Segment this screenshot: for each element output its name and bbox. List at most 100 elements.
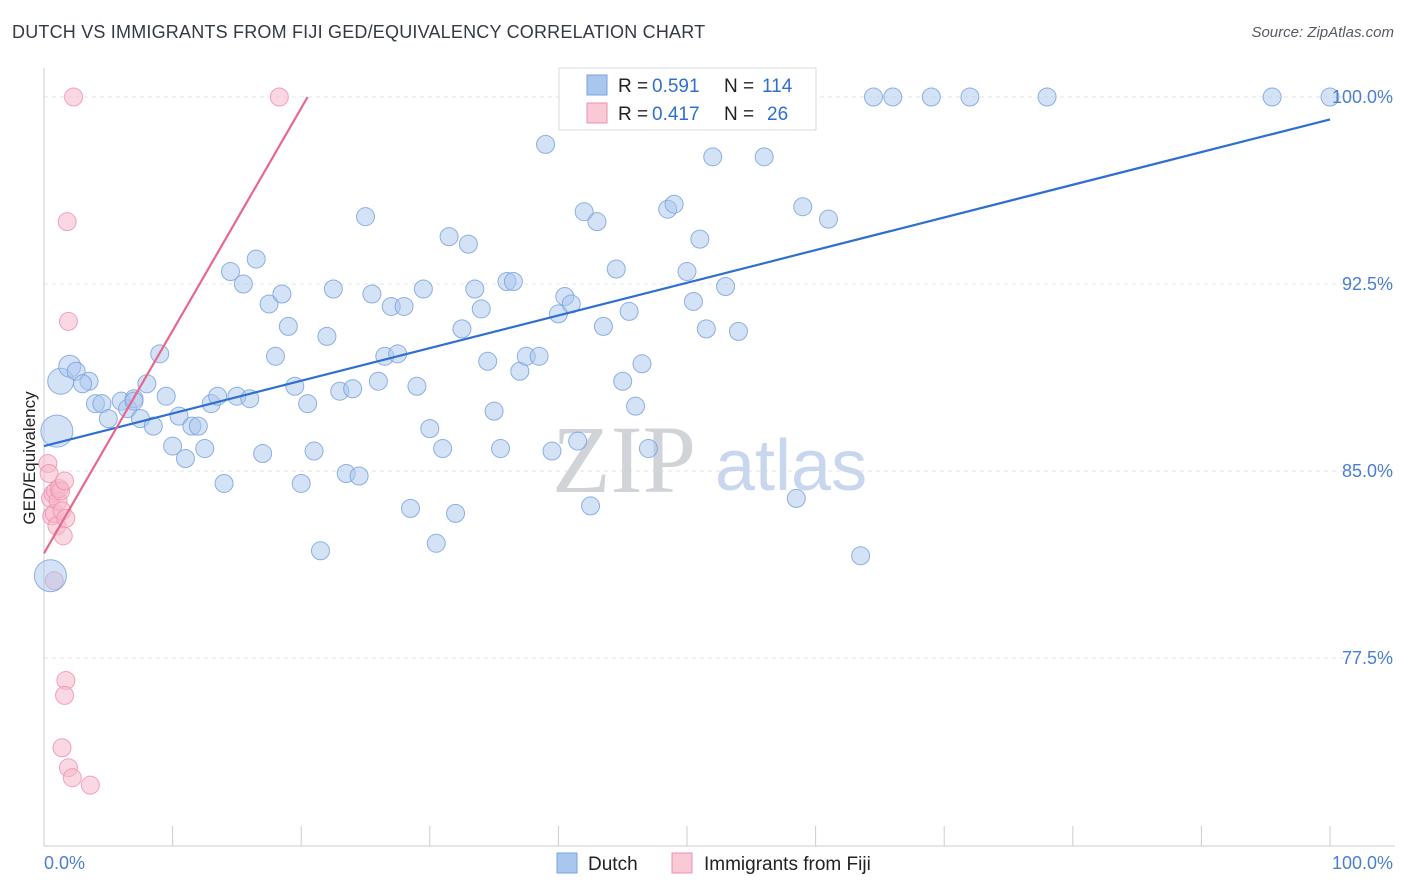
legend-swatch-fiji [586,102,608,124]
series-legend: Dutch Immigrants from Fiji [556,852,871,875]
dutch-point [1037,87,1057,107]
x-tick-labels: 0.0% 100.0% [44,853,1393,873]
dutch-point [310,541,330,561]
dutch-point [33,559,67,593]
dutch-point [786,488,806,508]
dutch-point [188,416,208,436]
fiji-point [55,685,75,705]
dutch-point [175,449,195,469]
fiji-point [62,768,82,788]
legend-n-fiji: 26 [767,104,788,125]
dutch-point [246,249,266,269]
fiji-point [55,471,75,491]
dutch-point [233,274,253,294]
fiji-point [80,775,100,795]
grid-lines [44,96,1395,659]
legend-r-dutch: 0.591 [652,76,700,97]
legend-n-label-dutch: N = [724,76,754,97]
dutch-point [754,147,774,167]
dutch-point [272,284,292,304]
bottom-legend-dutch: Dutch [588,854,638,875]
dutch-point [581,496,601,516]
dutch-point [696,319,716,339]
dutch-trend-line [43,118,1331,448]
dutch-point [728,321,748,341]
dutch-point [317,326,337,346]
dutch-point [156,386,176,406]
dutch-point [491,439,511,459]
fiji-point [64,87,84,107]
dutch-point [349,466,369,486]
dutch-point [793,197,813,217]
trend-lines [43,96,1331,554]
dutch-point [542,441,562,461]
dutch-point [356,207,375,227]
dutch-point [619,301,639,321]
dutch-point [677,262,697,282]
dutch-point [278,316,298,336]
dutch-point [503,272,523,292]
dutch-point [304,441,324,461]
dutch-point [143,416,163,436]
dutch-point [433,439,453,459]
bottom-legend-fiji: Immigrants from Fiji [704,854,871,875]
dutch-point [1320,87,1340,107]
dutch-point [401,498,421,518]
dutch-point [638,439,658,459]
source-label: Source: ZipAtlas.com [1251,24,1394,41]
dutch-point [368,371,388,391]
dutch-point [220,262,240,282]
dutch-point [73,374,93,394]
dutch-point [413,279,433,299]
bottom-legend-swatch-dutch [556,852,578,874]
dutch-point [593,316,613,336]
dutch-point [478,351,498,371]
dutch-point [394,296,414,316]
fiji-point [57,212,77,232]
dutch-point [818,209,838,229]
dutch-point [98,409,118,429]
dutch-point [343,379,363,399]
dutch-point [568,431,588,451]
dutch-point [214,473,234,493]
fiji-point [52,738,72,758]
dutch-point [683,291,703,311]
dutch-point [259,294,279,314]
fiji-point [58,311,78,331]
dutch-point [291,473,311,493]
dutch-point [471,299,491,319]
watermark-zip: ZIP [552,406,696,513]
legend-n-label-fiji: N = [724,104,754,125]
dutch-point [439,227,459,247]
legend-r-fiji: 0.417 [652,104,700,125]
dutch-point [587,212,607,232]
dutch-point [137,374,157,394]
dutch-point [529,346,549,366]
legend-r-label-fiji: R = [618,104,648,125]
dutch-point [458,234,478,254]
dutch-point [921,87,941,107]
x-tick-label: 100.0% [1332,853,1393,873]
legend-r-label-dutch: R = [618,76,648,97]
y-tick-labels: 77.5% 85.0% 92.5% 100.0% [1332,87,1393,668]
legend-n-dutch: 114 [762,76,793,97]
dutch-point [407,376,427,396]
bottom-legend-swatch-fiji [671,852,693,874]
dutch-point [298,394,318,414]
dutch-point [420,419,440,439]
y-axis-label: GED/Equivalency [20,391,39,525]
dutch-point [265,346,285,366]
dutch-point [626,396,646,416]
dutch-point [606,259,626,279]
dutch-point [195,439,215,459]
fiji-point [39,463,59,483]
dutch-point [536,134,556,154]
chart-title: DUTCH VS IMMIGRANTS FROM FIJI GED/EQUIVA… [12,22,706,42]
y-tick-label: 85.0% [1342,461,1393,481]
y-tick-label: 100.0% [1332,87,1393,107]
stats-legend: R = 0.591 N = 114 R = 0.417 N = 26 [558,67,817,131]
dutch-point [40,414,74,448]
dutch-point [690,229,710,249]
dutch-point [426,533,446,553]
